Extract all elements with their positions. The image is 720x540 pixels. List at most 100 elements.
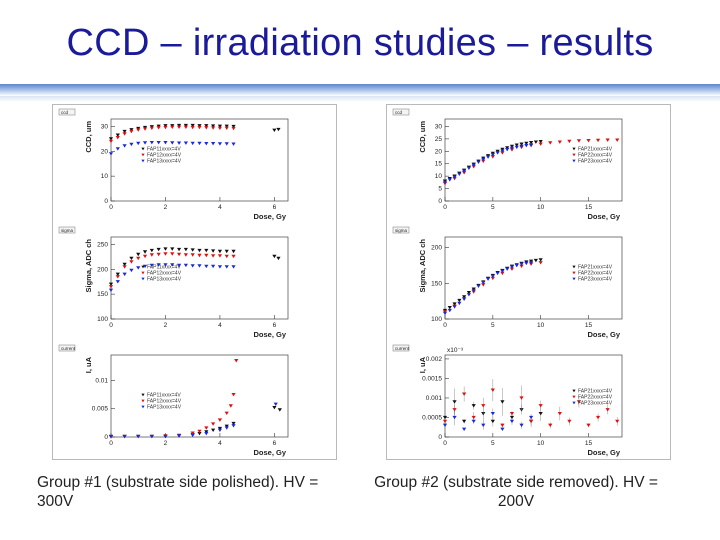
series-fap11 xyxy=(108,247,281,287)
group1-plot-panel: ccd 0 10 20 30 0 2 4 6 Dose, Gy CCD, um FAP11xxxx=4… xyxy=(52,104,337,460)
data-point xyxy=(142,250,148,254)
group2-plot-panel: ccd 0 5 10 15 20 25 30 0 5 10 15 Dose, Gy CCD, um FAP2… xyxy=(386,104,671,460)
data-point xyxy=(122,434,127,439)
legend-entry: FAP11xxxx=4V xyxy=(147,265,181,271)
data-point xyxy=(276,256,281,261)
data-point xyxy=(524,143,529,148)
x-tick-label: 2 xyxy=(164,204,168,211)
data-point xyxy=(183,263,188,268)
data-point xyxy=(136,256,141,261)
data-point xyxy=(524,141,529,146)
data-point xyxy=(115,147,120,151)
data-point xyxy=(462,169,467,173)
data-point xyxy=(442,180,448,185)
data-point xyxy=(538,404,543,408)
data-point xyxy=(490,274,495,279)
legend-marker xyxy=(572,277,576,281)
data-point xyxy=(217,418,223,422)
x-tick-label: 15 xyxy=(585,440,593,447)
x-tick-label: 6 xyxy=(273,204,277,211)
data-point xyxy=(190,433,195,438)
plot-frame xyxy=(110,354,289,438)
data-point xyxy=(115,275,120,279)
series-fap13 xyxy=(108,402,278,439)
data-point xyxy=(615,138,620,142)
data-point xyxy=(481,283,486,287)
data-point xyxy=(471,404,476,408)
data-point xyxy=(197,141,202,146)
data-point xyxy=(533,258,538,263)
data-point xyxy=(136,434,141,439)
data-point xyxy=(490,419,495,424)
data-point xyxy=(217,254,223,258)
series-fap22 xyxy=(442,261,543,314)
data-point xyxy=(442,311,448,316)
y-tick-label: 30 xyxy=(435,123,443,130)
data-point xyxy=(183,125,188,129)
data-point xyxy=(231,254,236,259)
data-point xyxy=(183,141,188,145)
data-point xyxy=(149,126,154,130)
y-tick-label: 0.0015 xyxy=(422,375,442,382)
data-point xyxy=(447,308,452,313)
data-point xyxy=(452,415,457,420)
legend-entry: FAP12xxxx=4V xyxy=(147,153,182,159)
data-point xyxy=(228,404,233,408)
group2-caption: Group #2 (substrate side removed). HV = … xyxy=(374,474,658,510)
data-point xyxy=(122,272,127,277)
data-point xyxy=(557,140,562,144)
data-point xyxy=(204,264,209,269)
data-point xyxy=(142,264,148,269)
data-point xyxy=(149,248,154,253)
data-point xyxy=(485,155,491,159)
data-point xyxy=(163,247,168,251)
data-point xyxy=(533,140,538,144)
data-point xyxy=(615,419,620,424)
legend-marker xyxy=(572,147,576,151)
legend-entry: FAP22xxxx=4V xyxy=(578,395,613,401)
data-point xyxy=(500,151,505,155)
data-point xyxy=(476,160,481,165)
plot-frame xyxy=(110,118,289,202)
data-point xyxy=(519,142,524,146)
data-point xyxy=(476,284,481,288)
x-tick-label: 15 xyxy=(585,322,593,329)
data-point xyxy=(272,405,277,410)
data-point xyxy=(514,263,519,268)
legend-entry: FAP12xxxx=4V xyxy=(147,271,182,277)
data-point xyxy=(548,141,553,145)
data-point xyxy=(176,123,182,128)
data-point xyxy=(471,163,476,168)
data-point xyxy=(129,128,134,132)
data-point xyxy=(529,141,534,145)
data-point xyxy=(170,263,175,267)
page-title: CCD – irradiation studies – results xyxy=(66,22,654,64)
data-point xyxy=(505,147,510,152)
series-fap13 xyxy=(108,141,236,156)
data-point xyxy=(176,263,182,268)
data-point xyxy=(500,423,505,428)
data-point xyxy=(217,142,223,146)
data-point xyxy=(505,146,510,150)
y-tick-label: 0 xyxy=(104,198,108,205)
data-point xyxy=(495,271,500,276)
data-point xyxy=(156,263,161,267)
data-point xyxy=(538,261,543,265)
data-point xyxy=(231,421,236,426)
data-point xyxy=(586,423,591,428)
x-axis-label: Dose, Gy xyxy=(253,330,286,339)
data-point xyxy=(190,123,195,128)
data-point xyxy=(217,428,223,433)
legend-marker xyxy=(141,405,145,409)
legend-entry: FAP23xxxx=4V xyxy=(578,277,613,283)
data-point xyxy=(156,126,161,130)
data-point xyxy=(576,400,582,404)
data-point xyxy=(519,144,524,149)
data-point xyxy=(211,264,216,269)
data-point xyxy=(514,145,519,150)
data-point xyxy=(576,139,582,143)
data-point xyxy=(204,253,209,258)
data-point xyxy=(509,415,515,420)
data-point xyxy=(509,144,515,149)
data-point xyxy=(457,301,462,306)
